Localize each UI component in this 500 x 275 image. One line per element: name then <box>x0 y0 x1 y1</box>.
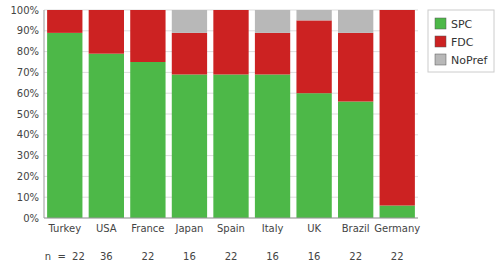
x-tick-label: USA <box>96 223 117 234</box>
bar-segment <box>380 10 415 11</box>
annotation: 22 <box>391 251 404 262</box>
x-tick-label: France <box>131 223 164 234</box>
bar-segment <box>130 10 165 11</box>
bars <box>47 10 415 218</box>
bar-segment <box>213 74 248 218</box>
y-axis <box>44 10 45 218</box>
legend-label: SPC <box>451 18 473 31</box>
y-tick-label: 100% <box>10 5 39 16</box>
x-tick-label: Brazil <box>342 223 370 234</box>
bar-segment <box>172 10 207 33</box>
x-tick-label: UK <box>307 223 321 234</box>
annotation: 22 <box>349 251 362 262</box>
y-tick-label: 40% <box>17 129 39 140</box>
annotation: 22 <box>142 251 155 262</box>
y-tick-label: 90% <box>17 25 39 36</box>
y-tick-label: 10% <box>17 192 39 203</box>
x-tick-label: Italy <box>262 223 284 234</box>
bar-segment <box>89 10 124 54</box>
x-axis <box>44 218 418 219</box>
y-tick-label: 80% <box>17 46 39 57</box>
bar-segment <box>338 102 373 218</box>
y-tick-label: 30% <box>17 150 39 161</box>
bar-segment <box>172 33 207 75</box>
bar-segment <box>255 74 290 218</box>
y-tick-label: 50% <box>17 109 39 120</box>
bar-segment <box>89 54 124 218</box>
bar-segment <box>130 10 165 62</box>
chart: 0% 10% 20% 30% 40% 50% 60% 70% 80% 90% 100% Turkey U… <box>0 0 500 275</box>
annotation: 16 <box>266 251 279 262</box>
legend-swatch <box>435 36 446 47</box>
x-tick-label: Japan <box>174 223 203 234</box>
legend-label: FDC <box>451 36 474 49</box>
bar-segment <box>47 10 82 33</box>
annotation: 16 <box>308 251 321 262</box>
x-tick-label: Spain <box>217 223 245 234</box>
bar-segment <box>296 93 331 218</box>
legend: SPC FDC NoPref <box>428 10 494 72</box>
grid <box>44 10 418 218</box>
bar-segment <box>296 20 331 93</box>
x-tick-label: Turkey <box>48 223 82 234</box>
annotation: 36 <box>100 251 113 262</box>
y-tick-label: 60% <box>17 88 39 99</box>
bar-segment <box>130 62 165 218</box>
bar-segment <box>172 74 207 218</box>
y-tick-label: 20% <box>17 171 39 182</box>
bar-segment <box>255 33 290 75</box>
bar-segment <box>47 10 82 11</box>
y-tick-label: 70% <box>17 67 39 78</box>
annotation: n = 22 <box>45 251 85 262</box>
annotation: 22 <box>225 251 238 262</box>
legend-swatch <box>435 18 446 29</box>
bar-segment <box>296 10 331 20</box>
bar-segment <box>380 10 415 206</box>
annotation: 16 <box>183 251 196 262</box>
bar-segment <box>380 206 415 218</box>
bar-segment <box>89 10 124 11</box>
bar-segment <box>47 33 82 218</box>
x-tick-label: Germany <box>374 223 420 234</box>
legend-swatch <box>435 54 446 65</box>
bar-segment <box>338 33 373 102</box>
bar-segment <box>255 10 290 33</box>
legend-label: NoPref <box>451 54 488 67</box>
legend-frame <box>428 10 494 72</box>
bar-segment <box>213 10 248 74</box>
y-tick-label: 0% <box>23 213 39 224</box>
bar-segment <box>213 10 248 11</box>
grid-line <box>44 218 418 219</box>
bar-segment <box>338 10 373 33</box>
